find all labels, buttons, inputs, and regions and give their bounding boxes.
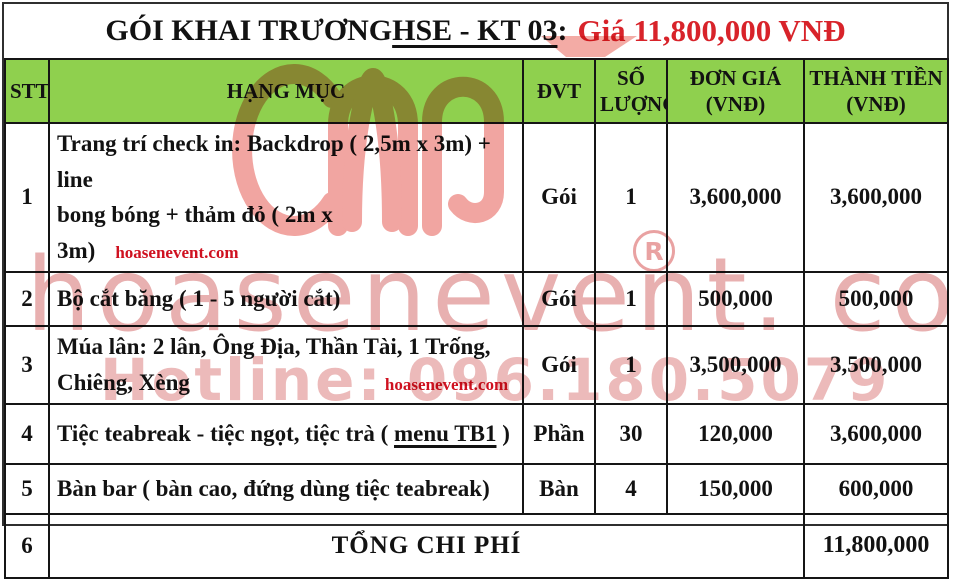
row4-qty: 30 bbox=[594, 402, 668, 465]
row4-stt: 4 bbox=[4, 402, 50, 465]
title-package-code: HSE - KT 03 bbox=[392, 14, 558, 47]
row5-unit: Bàn bbox=[522, 462, 596, 515]
table-row: 3 Múa lân: 2 lân, Ông Địa, Thần Tài, 1 T… bbox=[4, 324, 949, 405]
table-row: 1 Trang trí check in: Backdrop ( 2,5m x … bbox=[4, 122, 949, 273]
row1-unit-price: 3,600,000 bbox=[666, 122, 805, 273]
row1-description: Trang trí check in: Backdrop ( 2,5m x 3m… bbox=[48, 122, 524, 273]
header-unit-price: ĐƠN GIÁ (VNĐ) bbox=[666, 58, 805, 124]
table-row: 2 Bộ cắt băng ( 1 - 5 người cắt) Gói 1 5… bbox=[4, 270, 949, 327]
row4-desc-post: ) bbox=[496, 420, 510, 446]
row2-unit: Gói bbox=[522, 270, 596, 327]
row4-menu-link[interactable]: menu TB1 bbox=[394, 420, 497, 446]
row5-qty: 4 bbox=[594, 462, 668, 515]
total-amount: 11,800,000 bbox=[803, 512, 949, 579]
title-package-name: GÓI KHAI TRƯƠNG bbox=[105, 14, 393, 47]
row5-description: Bàn bar ( bàn cao, đứng dùng tiệc teabre… bbox=[48, 462, 524, 515]
row5-amount: 600,000 bbox=[803, 462, 949, 515]
row3-amount: 3,500,000 bbox=[803, 324, 949, 405]
row3-qty: 1 bbox=[594, 324, 668, 405]
total-label: TỔNG CHI PHÍ bbox=[48, 512, 805, 579]
row1-website-text: hoasenevent.com bbox=[115, 242, 239, 262]
row3-website-text: hoasenevent.com bbox=[384, 374, 509, 394]
row1-desc-line1: Trang trí check in: Backdrop ( 2,5m x 3m… bbox=[57, 131, 491, 192]
pricing-table: STT HẠNG MỤC ĐVT SỐ LƯỢNG ĐƠN GIÁ (VNĐ) … bbox=[4, 58, 949, 579]
row1-unit: Gói bbox=[522, 122, 596, 273]
title-colon: : bbox=[557, 14, 568, 47]
header-amount: THÀNH TIỀN (VNĐ) bbox=[803, 58, 949, 124]
row3-desc-line2: Chiêng, Xèng bbox=[57, 369, 190, 395]
row5-unit-price: 150,000 bbox=[666, 462, 805, 515]
row3-unit-price: 3,500,000 bbox=[666, 324, 805, 405]
header-stt: STT bbox=[4, 58, 50, 124]
row1-stt: 1 bbox=[4, 122, 50, 273]
row2-qty: 1 bbox=[594, 270, 668, 327]
header-unit: ĐVT bbox=[522, 58, 596, 124]
table-row: 4 Tiệc teabreak - tiệc ngọt, tiệc trà ( … bbox=[4, 402, 949, 465]
total-row: 6 TỔNG CHI PHÍ 11,800,000 bbox=[4, 512, 949, 579]
row3-description: Múa lân: 2 lân, Ông Địa, Thần Tài, 1 Trố… bbox=[48, 324, 524, 405]
row4-description: Tiệc teabreak - tiệc ngọt, tiệc trà ( me… bbox=[48, 402, 524, 465]
title-price: Giá 11,800,000 VNĐ bbox=[577, 13, 846, 48]
table-row: 5 Bàn bar ( bàn cao, đứng dùng tiệc teab… bbox=[4, 462, 949, 515]
row2-description: Bộ cắt băng ( 1 - 5 người cắt) bbox=[48, 270, 524, 327]
row1-qty: 1 bbox=[594, 122, 668, 273]
total-row-stt: 6 bbox=[4, 512, 50, 579]
row3-stt: 3 bbox=[4, 324, 50, 405]
page-title: GÓI KHAI TRƯƠNG HSE - KT 03 : Giá 11,800… bbox=[4, 4, 947, 58]
row4-unit-price: 120,000 bbox=[666, 402, 805, 465]
table-header-row: STT HẠNG MỤC ĐVT SỐ LƯỢNG ĐƠN GIÁ (VNĐ) … bbox=[4, 58, 949, 124]
row2-amount: 500,000 bbox=[803, 270, 949, 327]
row4-desc-pre: Tiệc teabreak - tiệc ngọt, tiệc trà ( bbox=[57, 420, 395, 446]
row4-amount: 3,600,000 bbox=[803, 402, 949, 465]
row2-stt: 2 bbox=[4, 270, 50, 327]
header-item: HẠNG MỤC bbox=[48, 58, 524, 124]
row5-stt: 5 bbox=[4, 462, 50, 515]
row4-unit: Phần bbox=[522, 402, 596, 465]
row1-amount: 3,600,000 bbox=[803, 122, 949, 273]
header-qty: SỐ LƯỢNG bbox=[594, 58, 668, 124]
row3-unit: Gói bbox=[522, 324, 596, 405]
row3-desc-line1: Múa lân: 2 lân, Ông Địa, Thần Tài, 1 Trố… bbox=[57, 333, 491, 359]
row2-unit-price: 500,000 bbox=[666, 270, 805, 327]
